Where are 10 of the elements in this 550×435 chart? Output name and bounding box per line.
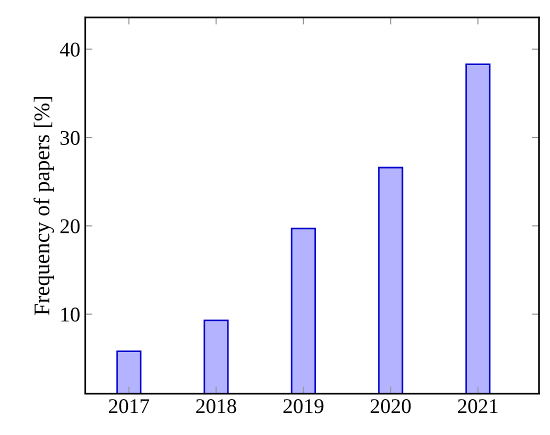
x-tick-label: 2017 <box>108 399 150 414</box>
y-tick-label: 40 <box>60 42 80 57</box>
x-tick-label: 2021 <box>458 399 498 414</box>
y-tick-label: 20 <box>60 219 80 234</box>
x-tick-label: 2018 <box>196 399 236 414</box>
x-tick-label: 2019 <box>283 399 324 414</box>
y-tick-label: 30 <box>60 130 80 145</box>
y-tick-label: 10 <box>61 308 80 322</box>
x-tick-label: 2020 <box>370 399 411 414</box>
y-axis-title: Frequency of papers [%] <box>34 97 54 316</box>
